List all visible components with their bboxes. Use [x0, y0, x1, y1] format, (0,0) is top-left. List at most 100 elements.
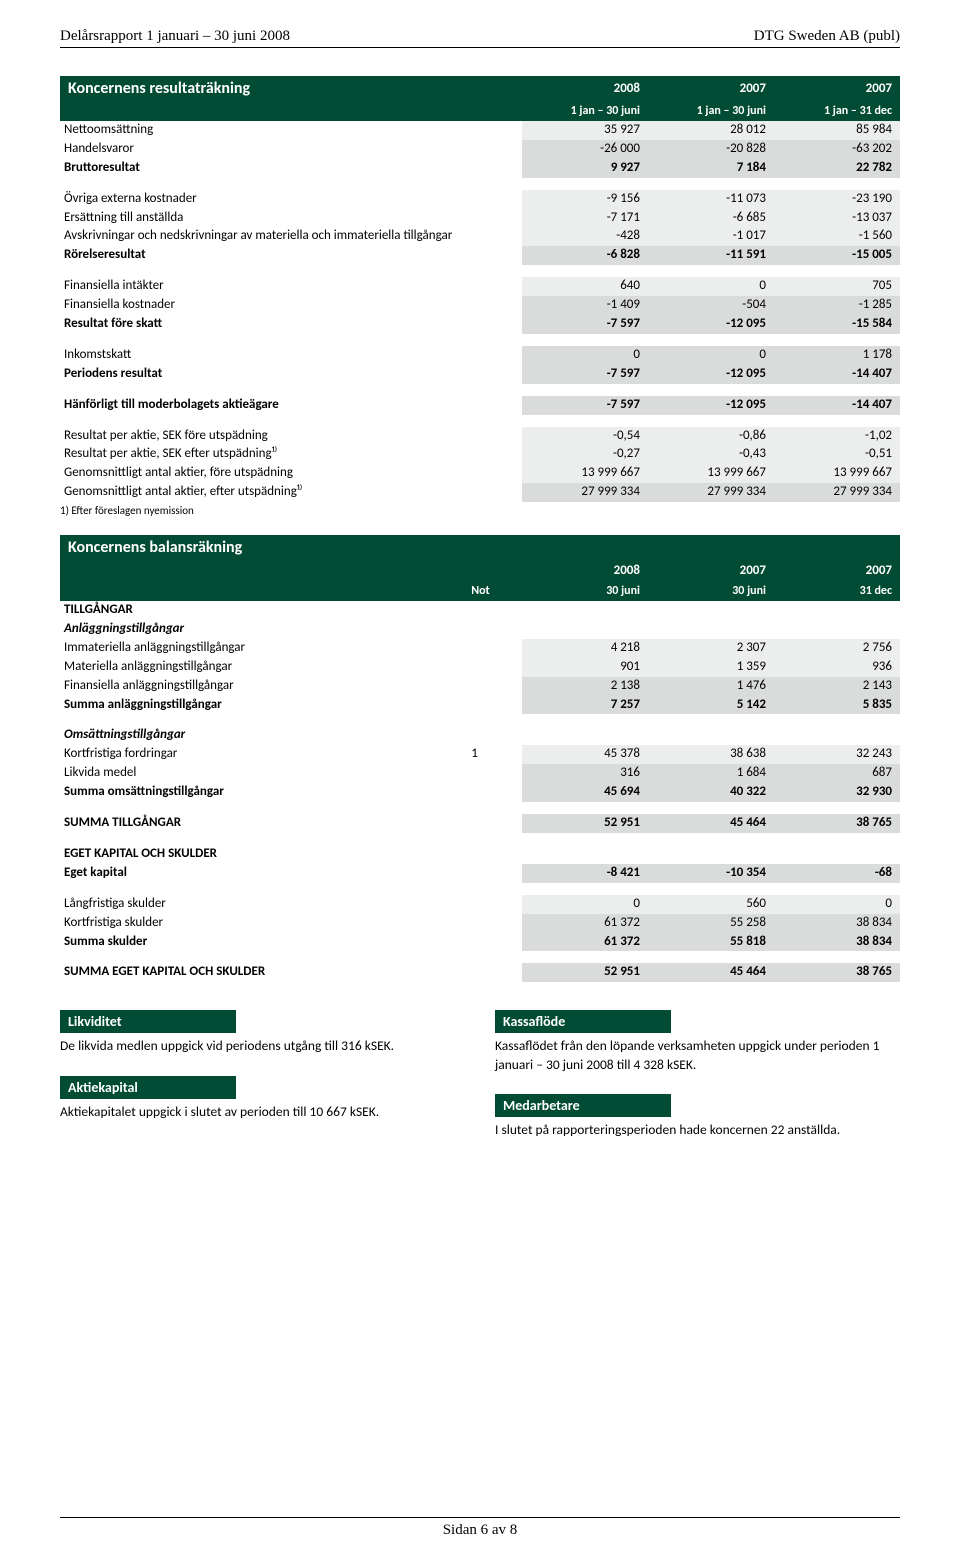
row-value: 45 378	[522, 745, 648, 764]
table-row: Nettoomsättning35 92728 01285 984	[60, 121, 900, 140]
page: Delårsrapport 1 januari – 30 juni 2008 D…	[0, 0, 960, 1559]
header-right: DTG Sweden AB (publ)	[754, 28, 900, 45]
row-label: Hänförligt till moderbolagets aktieägare	[60, 396, 463, 415]
row-value: 32 243	[774, 745, 900, 764]
balance-table: Koncernens balansräkning 2008 2007 2007 …	[60, 535, 900, 982]
row-value: 40 322	[648, 783, 774, 802]
table-row: Summa omsättningstillgångar45 69440 3223…	[60, 783, 900, 802]
row-note	[463, 227, 522, 246]
row-value	[648, 601, 774, 620]
row-value: 560	[648, 895, 774, 914]
row-note	[463, 296, 522, 315]
row-value: 316	[522, 764, 648, 783]
table-row: Hänförligt till moderbolagets aktieägare…	[60, 396, 900, 415]
income-col-0: 2008	[522, 76, 648, 101]
row-note	[463, 601, 522, 620]
row-value: 5 835	[774, 696, 900, 715]
row-value: -23 190	[774, 190, 900, 209]
row-value: 52 951	[522, 814, 648, 833]
row-value: 55 258	[648, 914, 774, 933]
table-row: Summa anläggningstillgångar7 2575 1425 8…	[60, 696, 900, 715]
row-label: EGET KAPITAL OCH SKULDER	[60, 845, 463, 864]
balance-col2-0: 30 juni	[522, 581, 648, 601]
row-label: Genomsnittligt antal aktier, före utspäd…	[60, 464, 463, 483]
row-value: 0	[522, 346, 648, 365]
row-value: -0,54	[522, 427, 648, 446]
balance-header-row1: Koncernens balansräkning	[60, 535, 900, 560]
row-value: 2 143	[774, 677, 900, 696]
row-note	[463, 620, 522, 639]
text-block-title: Kassaflöde	[495, 1010, 671, 1033]
row-value: 52 951	[522, 963, 648, 982]
text-block-title: Medarbetare	[495, 1094, 671, 1117]
row-value: -11 591	[648, 246, 774, 265]
row-label: Summa skulder	[60, 933, 463, 952]
table-row: Bruttoresultat9 9277 18422 782	[60, 159, 900, 178]
row-value: 13 999 667	[774, 464, 900, 483]
row-value: -428	[522, 227, 648, 246]
row-label: Rörelseresultat	[60, 246, 463, 265]
balance-note-label: Not	[463, 581, 522, 601]
row-label: Omsättningstillgångar	[60, 726, 463, 745]
row-note	[463, 159, 522, 178]
row-note	[463, 483, 522, 502]
row-note	[463, 190, 522, 209]
balance-col-1: 2007	[648, 560, 774, 581]
table-row	[60, 802, 900, 814]
row-value: 61 372	[522, 933, 648, 952]
row-note	[463, 696, 522, 715]
row-value: -7 597	[522, 315, 648, 334]
table-row	[60, 265, 900, 277]
balance-header-row1b: 2008 2007 2007	[60, 560, 900, 581]
row-value: 28 012	[648, 121, 774, 140]
row-value: 38 765	[774, 814, 900, 833]
row-value	[774, 620, 900, 639]
row-label: Inkomstskatt	[60, 346, 463, 365]
page-footer: Sidan 6 av 8	[60, 1517, 900, 1539]
table-row: Genomsnittligt antal aktier, efter utspä…	[60, 483, 900, 502]
row-label: Materiella anläggningstillgångar	[60, 658, 463, 677]
row-note	[463, 464, 522, 483]
row-value: 7 184	[648, 159, 774, 178]
table-row: Kortfristiga skulder61 37255 25838 834	[60, 914, 900, 933]
table-row: SUMMA TILLGÅNGAR52 95145 46438 765	[60, 814, 900, 833]
table-row: Summa skulder61 37255 81838 834	[60, 933, 900, 952]
row-value: -8 421	[522, 864, 648, 883]
table-row: EGET KAPITAL OCH SKULDER	[60, 845, 900, 864]
row-label: Övriga externa kostnader	[60, 190, 463, 209]
row-value: 0	[648, 277, 774, 296]
row-value: 85 984	[774, 121, 900, 140]
row-label: Kortfristiga fordringar	[60, 745, 463, 764]
row-value	[774, 601, 900, 620]
row-value: 5 142	[648, 696, 774, 715]
row-note	[463, 365, 522, 384]
row-value: 0	[774, 895, 900, 914]
row-label: Likvida medel	[60, 764, 463, 783]
row-value: -12 095	[648, 365, 774, 384]
table-row: Rörelseresultat-6 828-11 591-15 005	[60, 246, 900, 265]
row-value	[774, 845, 900, 864]
row-value: -1,02	[774, 427, 900, 446]
row-note	[463, 140, 522, 159]
row-note	[463, 677, 522, 696]
row-value: -0,86	[648, 427, 774, 446]
table-row: Periodens resultat-7 597-12 095-14 407	[60, 365, 900, 384]
row-label: Ersättning till anställda	[60, 209, 463, 228]
row-note	[463, 726, 522, 745]
table-row: SUMMA EGET KAPITAL OCH SKULDER52 95145 4…	[60, 963, 900, 982]
table-row: Finansiella intäkter6400705	[60, 277, 900, 296]
text-col-right: KassaflödeKassaflödet från den löpande v…	[495, 1010, 900, 1159]
row-value	[522, 620, 648, 639]
row-value: 13 999 667	[648, 464, 774, 483]
row-value: 27 999 334	[522, 483, 648, 502]
row-value: 35 927	[522, 121, 648, 140]
table-row: Inkomstskatt001 178	[60, 346, 900, 365]
row-value: 45 464	[648, 963, 774, 982]
table-row: Finansiella kostnader-1 409-504-1 285	[60, 296, 900, 315]
balance-col2-1: 30 juni	[648, 581, 774, 601]
row-value: 38 765	[774, 963, 900, 982]
row-label: Kortfristiga skulder	[60, 914, 463, 933]
row-label: Resultat före skatt	[60, 315, 463, 334]
income-col2-2: 1 jan – 31 dec	[774, 101, 900, 121]
row-value: -0,43	[648, 445, 774, 464]
